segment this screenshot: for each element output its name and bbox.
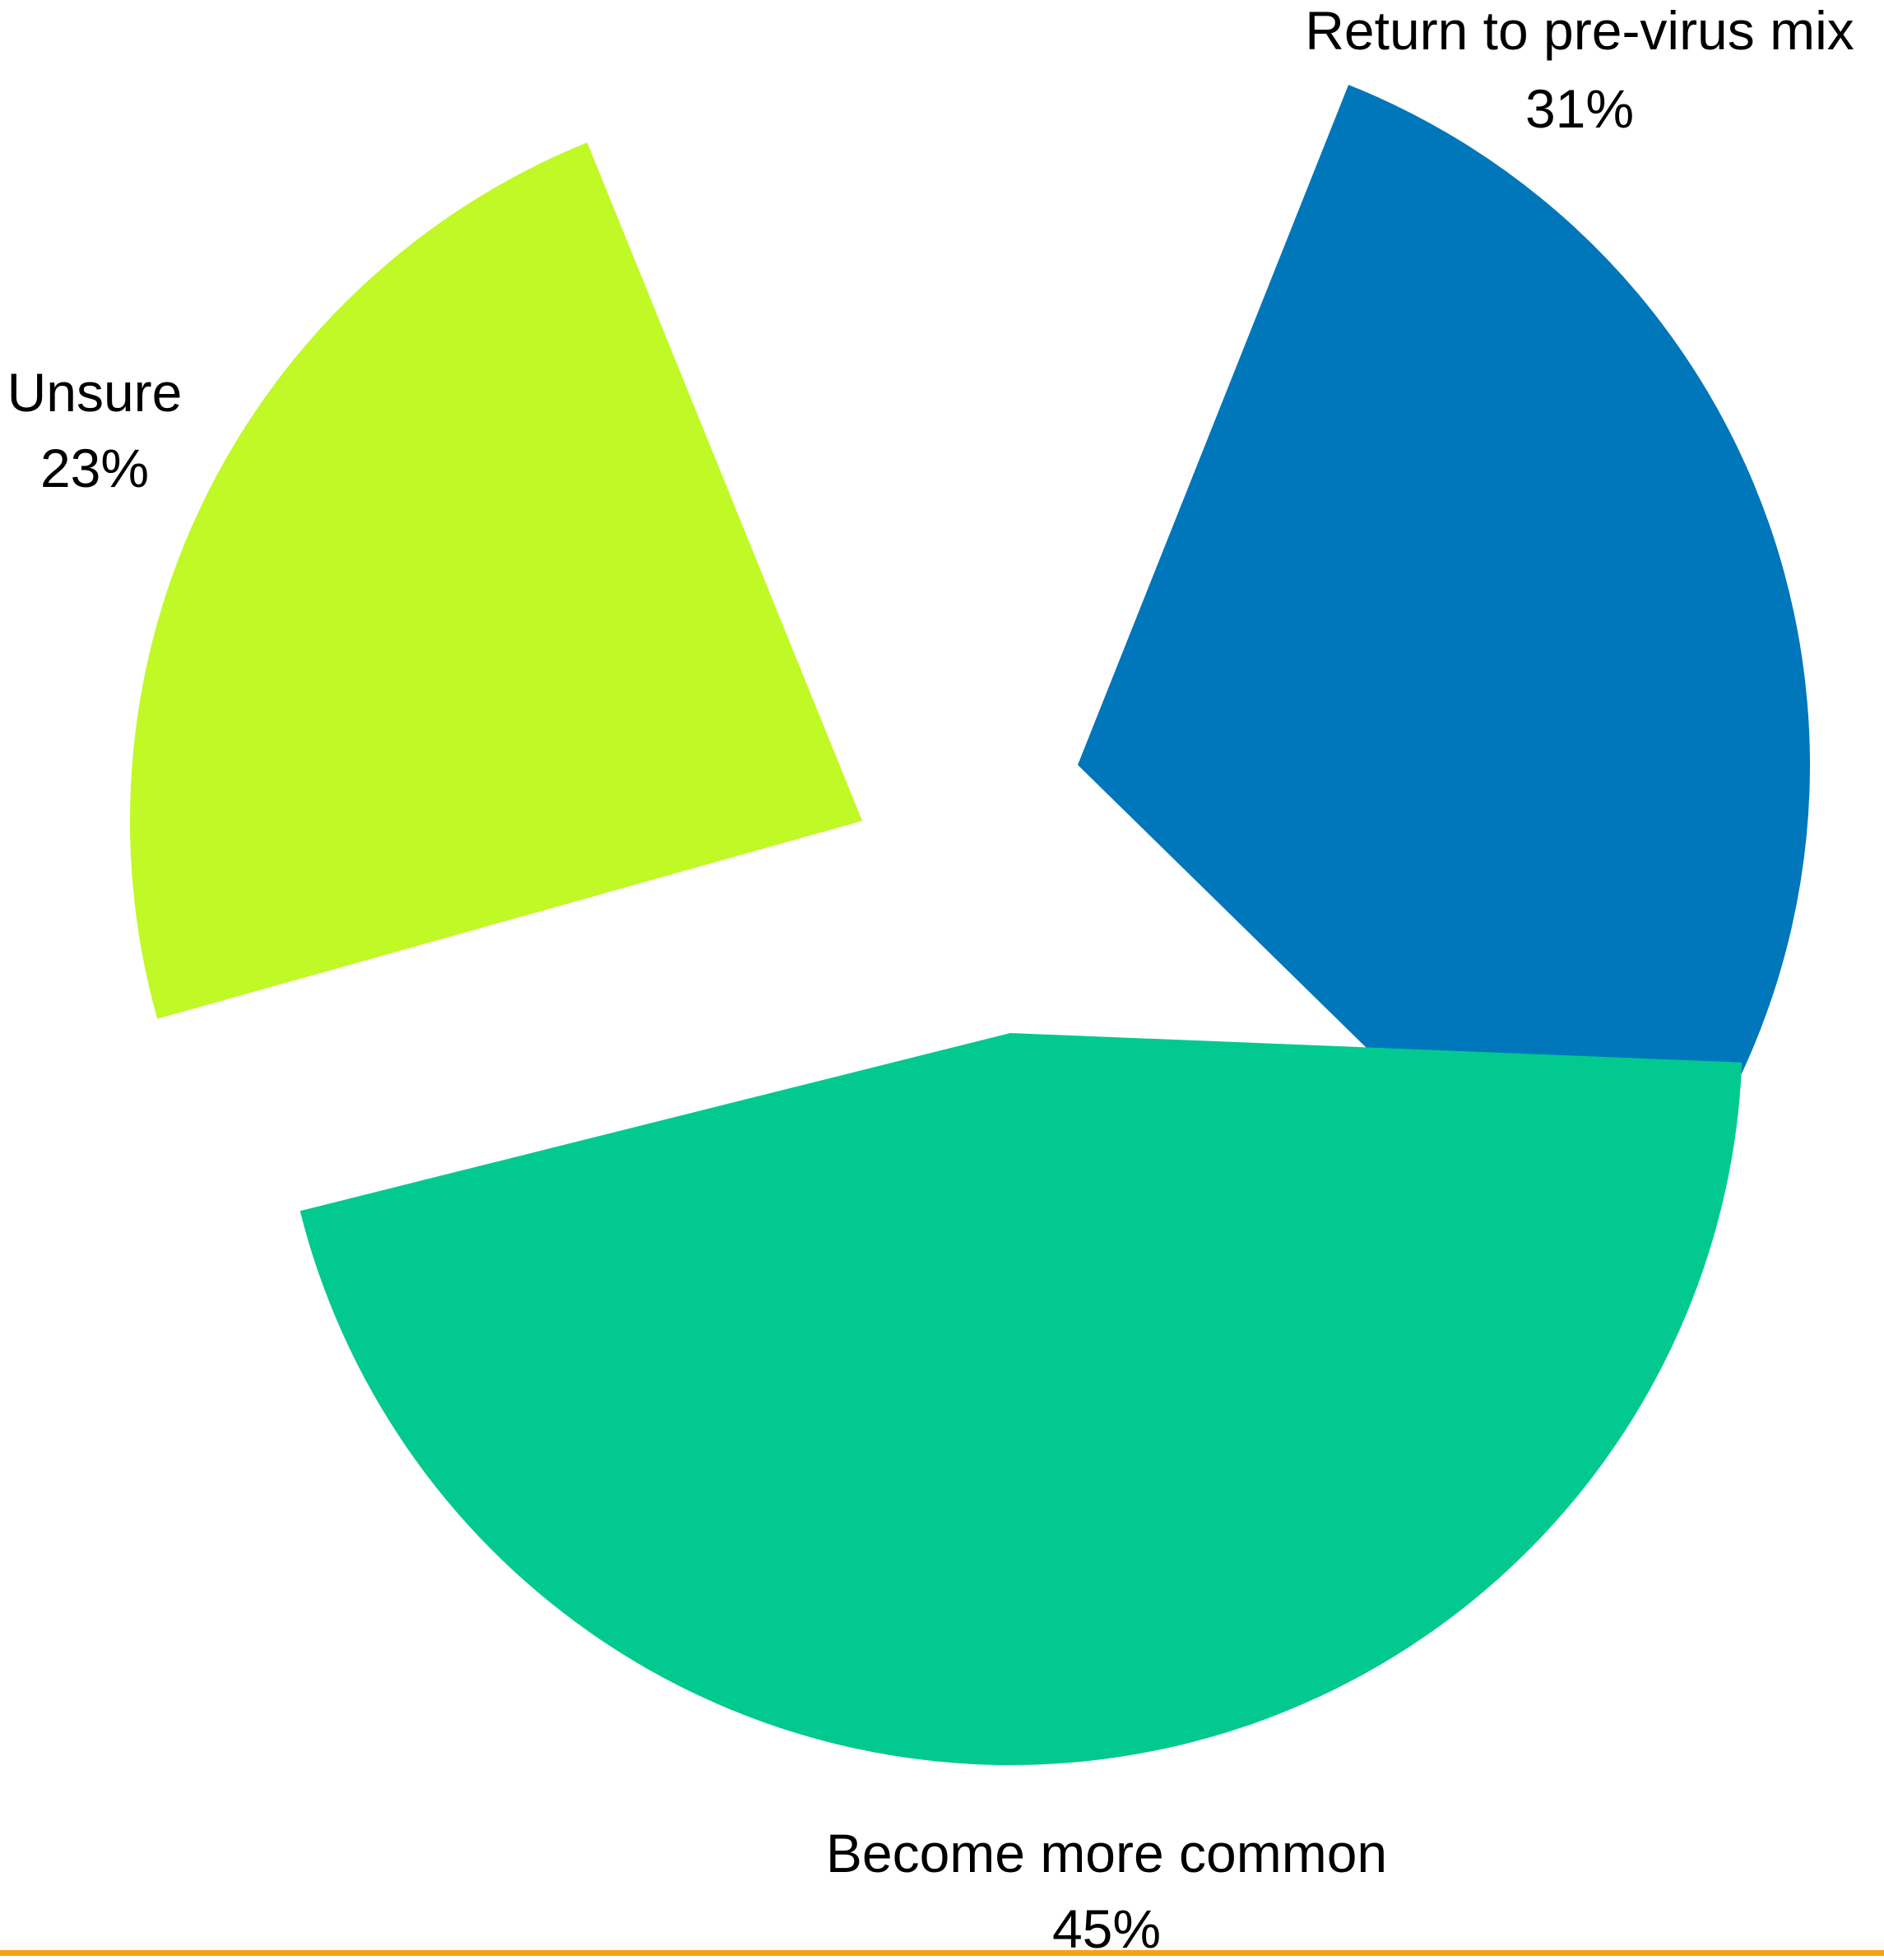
- pie-slice-become-more-common: [299, 1033, 1742, 1766]
- slice-percent-become-more-common: 45%: [1052, 1898, 1161, 1956]
- pie-slice-return-to-pre-virus-mix: [1078, 85, 1810, 1278]
- slice-label-return-to-pre-virus-mix: Return to pre-virus mix: [1305, 0, 1854, 61]
- slices-layer: [130, 85, 1810, 1766]
- slice-percent-return-to-pre-virus-mix: 31%: [1525, 78, 1634, 139]
- slice-label-unsure: Unsure: [7, 362, 183, 423]
- bottom-rule: [0, 1950, 1884, 1956]
- pie-slice-unsure: [130, 142, 863, 1019]
- slice-percent-unsure: 23%: [40, 438, 149, 498]
- slice-label-become-more-common: Become more common: [826, 1823, 1387, 1884]
